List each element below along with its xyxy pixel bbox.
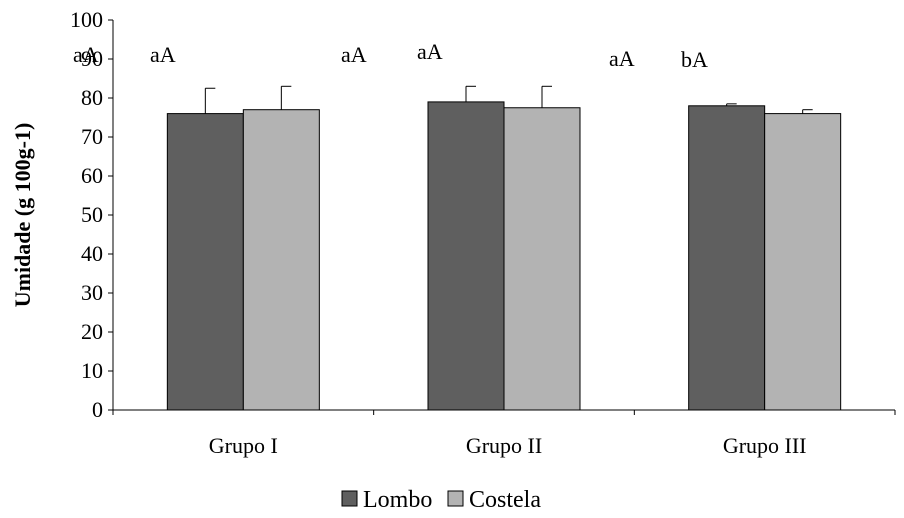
y-tick-label: 70 (81, 124, 103, 149)
significance-annotation: aA (150, 42, 176, 67)
legend-label-lombo: Lombo (363, 487, 432, 513)
legend-swatch-costela (447, 490, 464, 507)
bar-lombo (166, 113, 244, 411)
category-label: Grupo III (723, 433, 807, 458)
y-tick-label: 0 (92, 397, 103, 422)
bar-costela (764, 113, 842, 411)
y-tick-label: 50 (81, 202, 103, 227)
significance-annotation: aA (417, 39, 443, 64)
legend-swatch-lombo (341, 490, 358, 507)
y-tick-label: 90 (81, 46, 103, 71)
y-tick-label: 10 (81, 358, 103, 383)
legend-label-costela: Costela (469, 487, 541, 513)
bar-costela (242, 109, 320, 411)
y-axis-title: Umidade (g 100g-1) (10, 123, 35, 308)
y-tick-label: 80 (81, 85, 103, 110)
significance-annotation: aA (609, 46, 635, 71)
bar-lombo (427, 101, 505, 411)
y-tick-label: 100 (70, 7, 103, 32)
category-label: Grupo I (209, 433, 278, 458)
bar-lombo (688, 105, 766, 411)
y-tick-label: 60 (81, 163, 103, 188)
y-tick-label: 30 (81, 280, 103, 305)
y-tick-label: 40 (81, 241, 103, 266)
significance-annotation: bA (681, 47, 708, 72)
significance-annotation: aA (73, 42, 99, 67)
y-tick-label: 20 (81, 319, 103, 344)
category-label: Grupo II (466, 433, 542, 458)
bar-costela (503, 107, 581, 411)
significance-annotation: aA (341, 42, 367, 67)
